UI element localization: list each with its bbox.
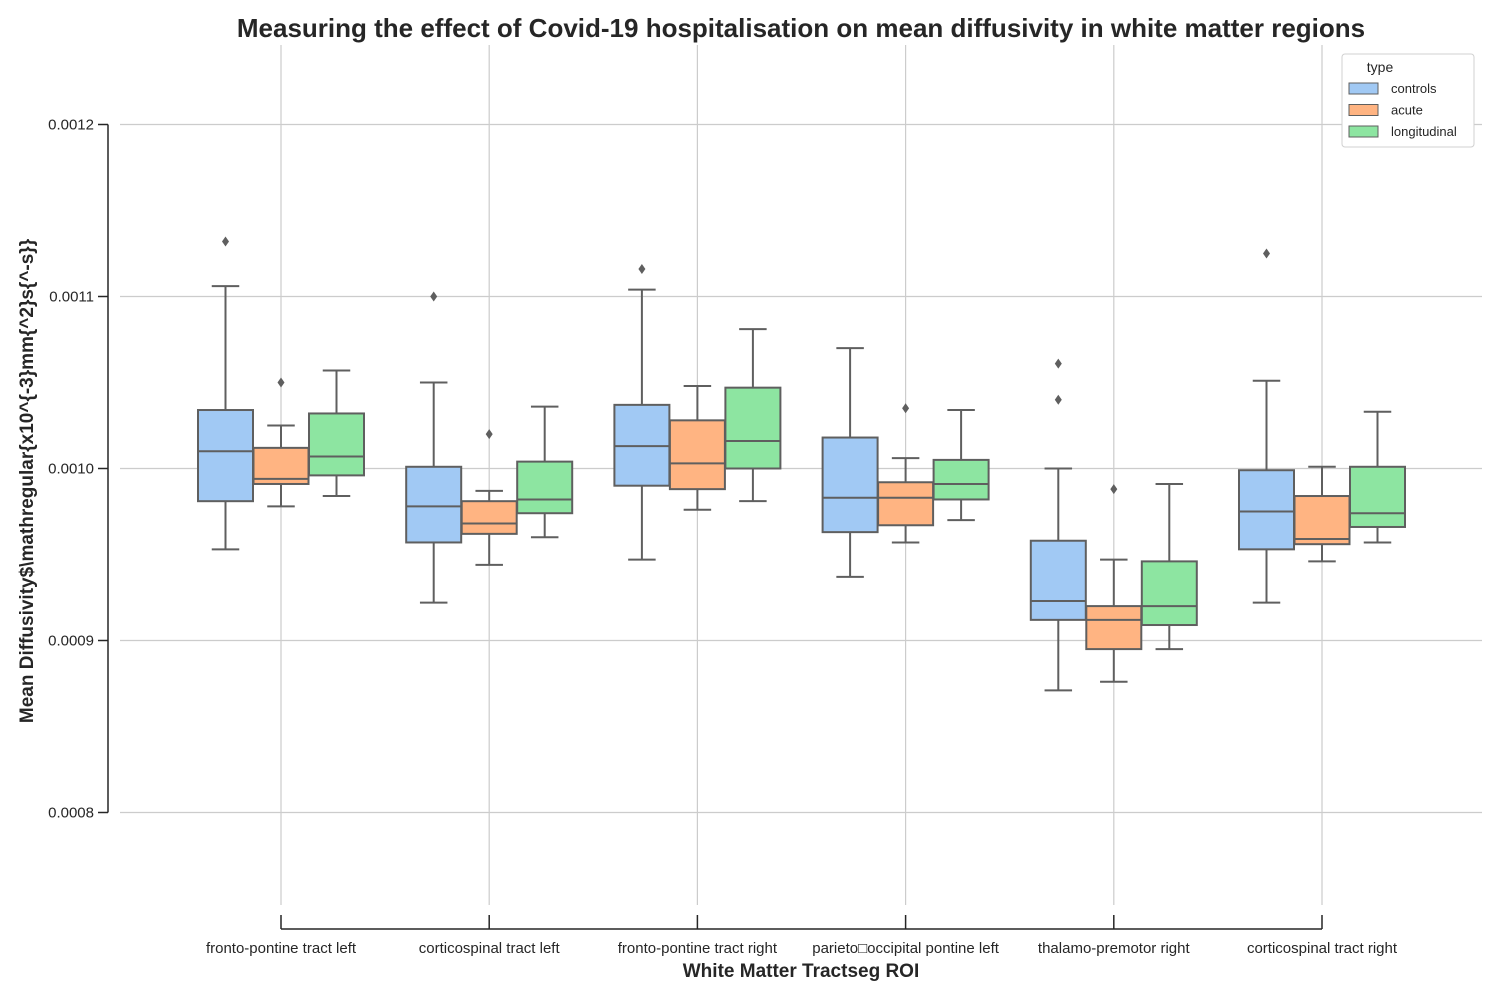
box-acute	[668, 384, 726, 511]
outlier-point	[1263, 248, 1270, 259]
outlier-point	[1054, 394, 1062, 405]
box-longitudinal	[308, 369, 365, 498]
x-tick-label: corticospinal tract left	[419, 940, 561, 957]
box-controls	[821, 347, 879, 578]
outlier-point	[1110, 484, 1118, 495]
outlier-point	[902, 403, 910, 414]
box-iqr	[460, 500, 518, 535]
y-tick-label: 0.0008	[48, 805, 94, 822]
legend-label-acute: acute	[1391, 103, 1423, 118]
box-longitudinal	[516, 405, 574, 539]
box-controls	[405, 291, 463, 604]
x-tick-label: fronto-pontine tract right	[618, 940, 778, 957]
box-acute	[1293, 465, 1351, 563]
box-controls	[1029, 358, 1087, 692]
y-tick-label: 0.0011	[49, 289, 94, 306]
legend-swatch-controls	[1348, 82, 1379, 95]
legend-label-longitudinal: longitudinal	[1391, 124, 1457, 139]
box-iqr	[1085, 605, 1143, 651]
box-longitudinal	[1140, 482, 1198, 651]
box-iqr	[1349, 465, 1406, 528]
x-axis-label: White Matter Tractseg ROI	[683, 961, 920, 982]
box-acute	[252, 377, 310, 508]
box-acute	[1085, 484, 1143, 683]
y-tick-label: 0.0009	[48, 633, 94, 650]
y-axis-label: Mean Diffusivity$\mathregular{x10^{-3}mm…	[17, 238, 38, 723]
x-tick-label: fronto-pontine tract left	[206, 940, 357, 957]
chart-title: Measuring the effect of Covid-19 hospita…	[237, 13, 1365, 43]
box-acute	[877, 403, 935, 544]
outlier-point	[430, 291, 438, 302]
x-tick-label: corticospinal tract right	[1247, 940, 1398, 957]
box-longitudinal	[1349, 410, 1406, 544]
axes: 0.0008 0.0009 0.0010 0.0011 0.0012 fronto-pon…	[48, 117, 1398, 958]
box-iqr	[668, 419, 726, 491]
legend-frame	[1341, 53, 1475, 148]
box-controls	[197, 236, 254, 551]
x-tick-label: parieto□occipital pontine left	[812, 940, 1000, 957]
box-iqr	[932, 458, 990, 501]
box-longitudinal	[724, 328, 782, 503]
box-iqr	[197, 409, 254, 503]
box-iqr	[1140, 560, 1198, 627]
y-tick-label: 0.0010	[48, 461, 94, 478]
box-iqr	[516, 460, 574, 515]
outlier-point	[222, 236, 229, 247]
box-iqr	[405, 465, 463, 544]
box-iqr	[308, 412, 365, 477]
y-tick-label: 0.0012	[48, 117, 94, 134]
legend-swatch-acute	[1348, 104, 1379, 116]
boxes	[197, 236, 1406, 692]
box-iqr	[1029, 539, 1087, 621]
box-controls	[1238, 248, 1295, 604]
box-controls	[613, 263, 671, 561]
x-tick-label: thalamo-premotor right	[1038, 940, 1191, 957]
box-iqr	[877, 481, 935, 527]
box-iqr	[1293, 495, 1351, 546]
legend-label-controls: controls	[1391, 81, 1437, 96]
legend: type controls acute longitudinal	[1341, 53, 1475, 148]
box-iqr	[1238, 469, 1295, 551]
legend-swatch-longitudinal	[1348, 125, 1379, 138]
outlier-point	[1054, 358, 1062, 369]
box-acute	[460, 429, 518, 566]
box-iqr	[821, 436, 879, 534]
outlier-point	[485, 429, 493, 440]
box-longitudinal	[932, 409, 990, 522]
legend-title: type	[1367, 59, 1394, 75]
box-iqr	[724, 386, 782, 470]
outlier-point	[638, 263, 646, 274]
outlier-point	[277, 377, 285, 388]
